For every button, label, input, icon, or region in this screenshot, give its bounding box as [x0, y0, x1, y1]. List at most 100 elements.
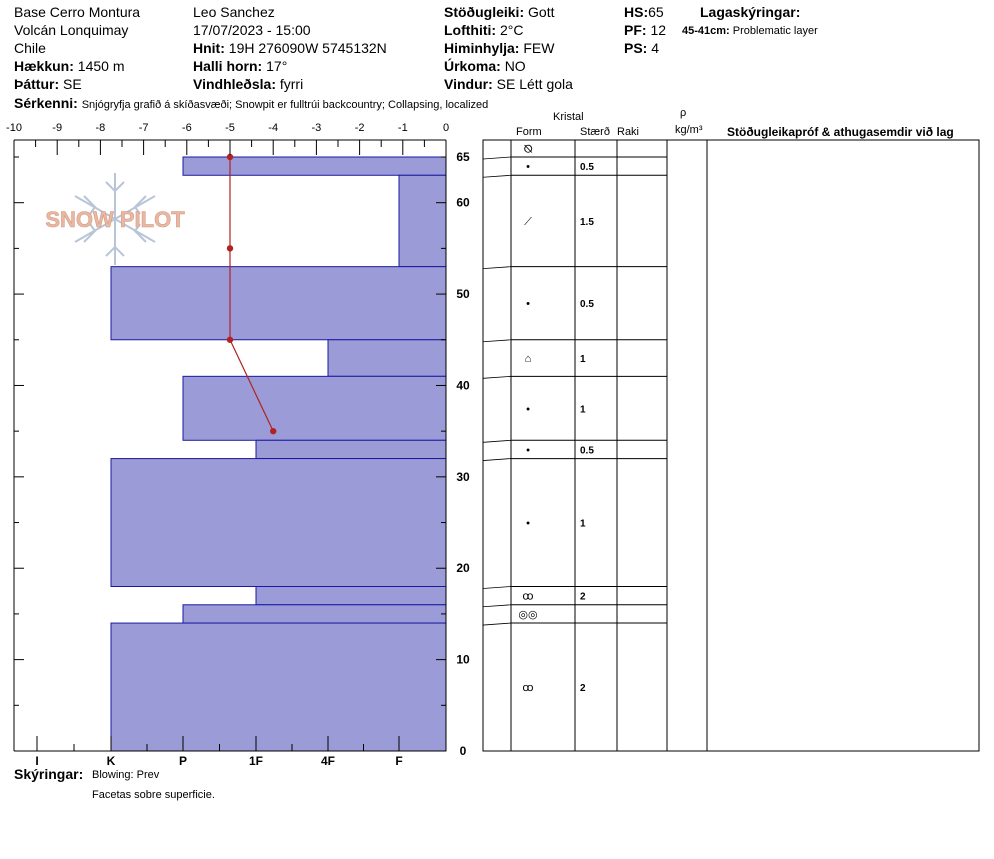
slope-label: Halli horn:: [193, 58, 263, 74]
comment-line-2: Facetas sobre superficie.: [92, 789, 215, 801]
temperature-point: [270, 427, 277, 435]
layer-note-text: Problematic layer: [732, 25, 818, 37]
top-tick-label: -9: [52, 122, 62, 134]
coords-row: Hnit: 19H 276090W 5745132N: [193, 40, 387, 57]
location-line-1: Base Cerro Montura: [14, 4, 141, 20]
crystal-form-icon: ◎◎: [518, 609, 537, 621]
wind-loading-label: Vindhleðsla:: [193, 76, 276, 92]
hardness-bar: [327, 339, 447, 377]
pf-label: PF:: [624, 22, 647, 38]
location-line-2: Volcán Lonquimay: [14, 22, 129, 38]
elevation-row: Hækkun: 1450 m: [14, 58, 125, 75]
top-tick-label: -3: [312, 122, 322, 134]
crystal-size: 2: [580, 592, 586, 603]
crystal-form-icon: ⌂: [525, 353, 532, 365]
ps-row: PS: 4: [624, 40, 659, 57]
layer-note: 45-41cm: Problematic layer: [682, 24, 818, 38]
bottom-tick-label: K: [107, 754, 116, 768]
top-tick-label: -10: [6, 122, 22, 134]
stability-label: Stöðugleiki:: [444, 4, 525, 20]
table-connector-line: [482, 622, 512, 626]
crystal-size: 0.5: [580, 445, 594, 456]
precip-value: NO: [504, 58, 526, 74]
wind-loading-value: fyrri: [279, 76, 304, 92]
features-value: Snjógryfja grafið á skíðasvæði; Snowpit …: [81, 99, 489, 111]
wind-label: Vindur:: [444, 76, 493, 92]
elevation-value: 1450 m: [77, 58, 125, 74]
crystal-form-icon: ꝏ: [522, 591, 533, 603]
observation-datetime: 17/07/2023 - 15:00: [193, 22, 311, 38]
ps-label: PS:: [624, 40, 648, 56]
crystal-form-icon: •: [526, 403, 530, 415]
rho-header: ρ: [680, 107, 687, 119]
depth-label: 20: [456, 561, 470, 575]
hs-label: HS:: [624, 4, 649, 20]
temperature-profile: [226, 153, 277, 435]
bottom-tick-label: I: [35, 754, 38, 768]
crystal-form-icon: ⟋: [524, 216, 532, 228]
bottom-tick-label: P: [179, 754, 187, 768]
coords-label: Hnit:: [193, 40, 225, 56]
hardness-bar: [182, 375, 447, 441]
air-temp-value: 2°C: [499, 22, 524, 38]
pf-row: PF: 12: [624, 22, 666, 39]
top-tick-label: -8: [96, 122, 106, 134]
top-tick-label: -2: [355, 122, 365, 134]
bottom-tick-label: F: [395, 754, 402, 768]
crystal-size: 1: [580, 519, 586, 530]
crystal-table: ⦰ • 0.5 ⟋ 1.5 • 0.5 ⌂ 1 • 1 • 0.5 • 1 ꝏ 2 ◎◎ ꝏ 2: [482, 139, 980, 752]
location-line-3: Chile: [14, 40, 46, 56]
table-connector-line: [482, 439, 512, 443]
depth-label: 40: [456, 378, 470, 392]
crystal-form-icon: ꝏ: [522, 682, 533, 694]
table-border: [482, 139, 980, 752]
top-tick-label: -7: [139, 122, 149, 134]
table-connector-line: [482, 174, 512, 178]
layer-note-depth: 45-41cm:: [682, 25, 730, 37]
coords-value: 19H 276090W 5745132N: [228, 40, 387, 56]
crystal-form-icon: •: [526, 298, 530, 310]
table-connector-line: [482, 604, 512, 608]
hardness-bar: [110, 622, 447, 752]
logo-text: SNOW PILOT: [45, 207, 185, 232]
snowflake-icon: [74, 173, 156, 265]
depth-label: 50: [456, 287, 470, 301]
crystal-form-icon: •: [526, 518, 530, 530]
comment-line-1: Blowing: Prev: [92, 769, 160, 781]
table-connector-line: [482, 458, 512, 461]
crystal-size: 2: [580, 683, 586, 694]
wind-row: Vindur: SE Létt gola: [444, 76, 573, 93]
sky-label: Himinhylja:: [444, 40, 520, 56]
hs-row: HS:65: [624, 4, 664, 21]
stability-value: Gott: [528, 4, 555, 20]
temperature-point: [226, 245, 234, 252]
slope-value: 17°: [266, 58, 288, 74]
crystal-form-icon: •: [526, 444, 530, 456]
stability-row: Stöðugleiki: Gott: [444, 4, 554, 21]
table-connector-line: [482, 375, 512, 379]
table-connector-line: [482, 266, 512, 270]
features-row: Sérkenni: Snjógryfja grafið á skíðasvæði…: [14, 95, 488, 112]
elevation-label: Hækkun:: [14, 58, 74, 74]
kristal-header: Kristal: [553, 111, 584, 123]
crystal-size: 0.5: [580, 162, 594, 173]
sky-row: Himinhylja: FEW: [444, 40, 554, 57]
wind-loading-row: Vindhleðsla: fyrri: [193, 76, 303, 93]
depth-label: 60: [456, 196, 470, 210]
top-tick-label: -6: [182, 122, 192, 134]
hardness-bars: [110, 156, 447, 752]
precip-row: Úrkoma: NO: [444, 58, 526, 75]
crystal-form-icon: ⦰: [524, 144, 533, 156]
density-unit-header: kg/m³: [675, 124, 703, 136]
crystal-form-icon: •: [526, 161, 530, 173]
layer-notes-label: Lagaskýringar:: [700, 4, 801, 20]
crystal-size: 1: [580, 404, 586, 415]
top-tick-label: -1: [398, 122, 408, 134]
aspect-value: SE: [63, 76, 82, 92]
comments-header: Stöðugleikapróf & athugasemdir við lag: [727, 125, 954, 139]
size-header: Stærð: [580, 126, 610, 138]
hardness-bar: [110, 266, 447, 341]
depth-label: 30: [456, 470, 470, 484]
crystal-size: 0.5: [580, 299, 594, 310]
